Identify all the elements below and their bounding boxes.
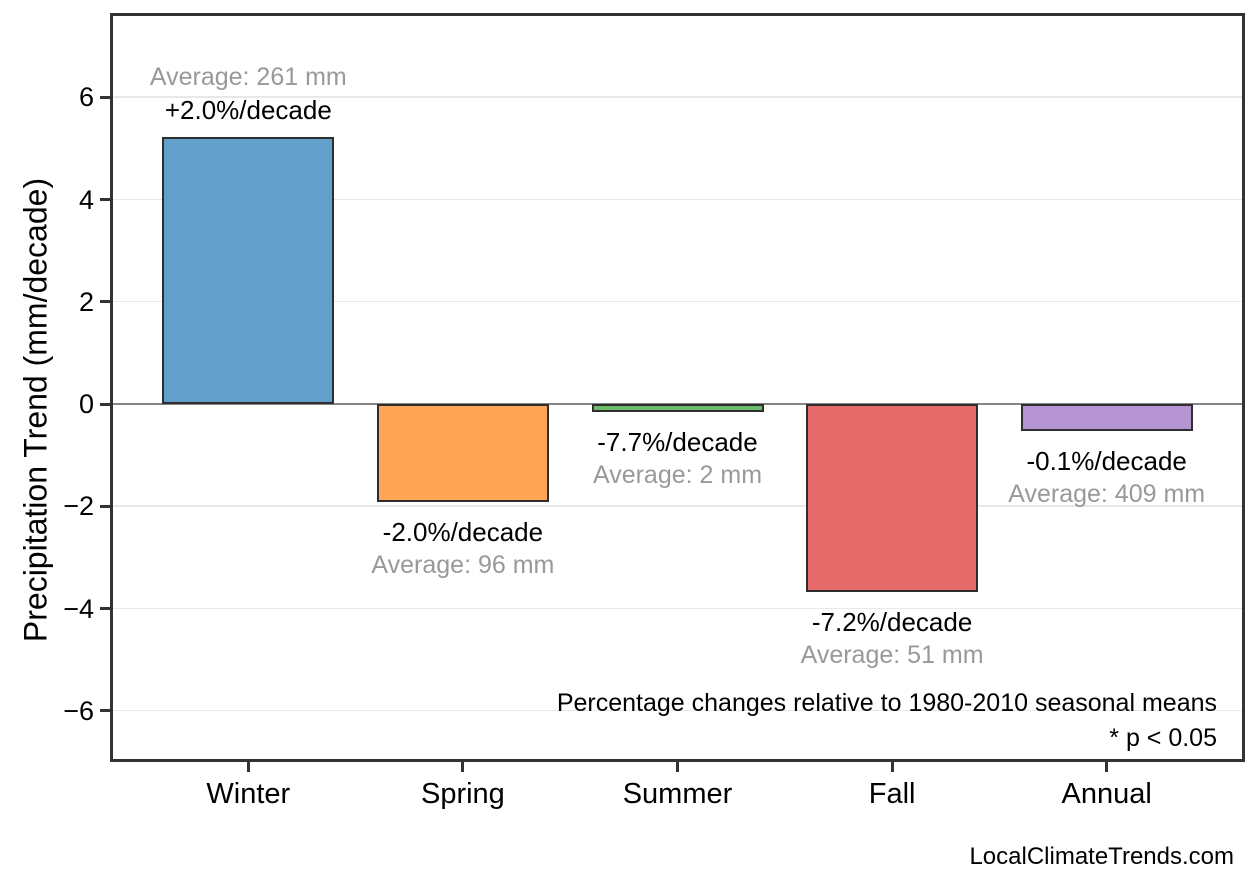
- average-label: Average: 2 mm: [592, 460, 763, 489]
- bar-fall: [806, 404, 979, 592]
- bar-annual: [1020, 404, 1193, 431]
- y-tick-label: −2: [63, 491, 94, 522]
- percent-change-label: +2.0%/decade: [164, 95, 332, 126]
- x-tick-mark: [461, 762, 465, 772]
- gridline: [110, 198, 1245, 201]
- footnote-line: * p < 0.05: [1109, 724, 1217, 752]
- watermark: LocalClimateTrends.com: [969, 843, 1234, 870]
- y-tick-mark: [100, 300, 110, 304]
- footnote-annotation: Percentage changes relative to 1980-2010…: [557, 686, 1217, 756]
- gridline: [110, 607, 1245, 610]
- x-tick-label-summer: Summer: [622, 778, 733, 810]
- x-tick-mark: [246, 762, 250, 772]
- x-tick-label-winter: Winter: [206, 778, 291, 810]
- y-tick-label: −4: [63, 593, 94, 624]
- plot-area: Average: 261 mm +2.0%/decade -2.0%/decade A…: [110, 13, 1245, 762]
- average-label: Average: 96 mm: [371, 551, 555, 580]
- gridline: [110, 300, 1245, 303]
- gridline: [110, 709, 1245, 712]
- x-tick-label-annual: Annual: [1061, 778, 1152, 810]
- x-tick-mark: [676, 762, 679, 772]
- y-tick-label: 6: [78, 82, 94, 113]
- gridline: [110, 96, 1245, 98]
- percent-change-label: -7.2%/decade: [811, 606, 973, 637]
- y-tick-mark: [100, 709, 110, 713]
- bar-labels-annual: -0.1%/decade Average: 409 mm: [927, 445, 1258, 511]
- y-tick-mark: [100, 504, 110, 508]
- y-tick-mark: [100, 95, 110, 99]
- x-tick-mark: [1105, 762, 1109, 772]
- bar-spring: [376, 404, 549, 503]
- y-tick-label: 0: [78, 389, 94, 420]
- bar-labels-summer: -7.7%/decade Average: 2 mm: [498, 426, 858, 492]
- y-tick-label: −6: [63, 695, 94, 726]
- bar-summer: [591, 404, 764, 412]
- average-label: Average: 409 mm: [1008, 479, 1206, 508]
- x-tick-mark: [890, 762, 894, 772]
- y-tick-mark: [100, 198, 110, 202]
- y-tick-label: 4: [78, 184, 94, 215]
- percent-change-label: -0.1%/decade: [1026, 445, 1187, 476]
- y-tick-label: 2: [78, 286, 94, 317]
- footnote-line: Percentage changes relative to 1980-2010…: [556, 689, 1217, 717]
- gridline: [110, 505, 1245, 507]
- percent-change-label: -2.0%/decade: [382, 517, 544, 548]
- y-tick-mark: [100, 607, 110, 611]
- bar-labels-spring: -2.0%/decade Average: 96 mm: [283, 516, 643, 582]
- bar-winter: [162, 137, 335, 405]
- percent-change-label: -7.7%/decade: [597, 426, 758, 457]
- x-tick-label-spring: Spring: [420, 778, 505, 810]
- average-label: Average: 261 mm: [149, 63, 347, 92]
- x-tick-label-fall: Fall: [868, 778, 916, 810]
- bar-labels-winter: Average: 261 mm +2.0%/decade: [68, 61, 428, 127]
- y-tick-mark: [100, 402, 110, 406]
- average-label: Average: 51 mm: [800, 640, 984, 669]
- bar-labels-fall: -7.2%/decade Average: 51 mm: [712, 606, 1072, 672]
